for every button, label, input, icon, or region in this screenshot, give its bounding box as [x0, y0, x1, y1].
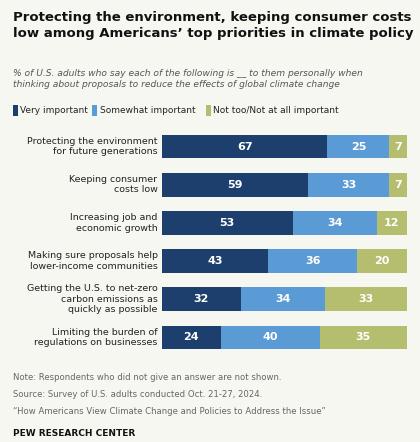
Bar	[389, 173, 407, 197]
Text: 40: 40	[263, 332, 278, 343]
Text: 33: 33	[358, 294, 373, 304]
Text: Note: Respondents who did not give an answer are not shown.: Note: Respondents who did not give an an…	[13, 373, 281, 382]
Bar	[162, 211, 293, 235]
Bar	[162, 173, 308, 197]
Text: Protecting the environment, keeping consumer costs
low among Americans’ top prio: Protecting the environment, keeping cons…	[13, 11, 413, 39]
Bar	[320, 325, 407, 349]
Bar	[241, 287, 325, 311]
Text: 34: 34	[275, 294, 291, 304]
Text: 24: 24	[184, 332, 199, 343]
Text: 35: 35	[356, 332, 371, 343]
Text: “How Americans View Climate Change and Policies to Address the Issue”: “How Americans View Climate Change and P…	[13, 407, 326, 416]
Bar	[325, 287, 407, 311]
Text: PEW RESEARCH CENTER: PEW RESEARCH CENTER	[13, 429, 135, 438]
Text: 7: 7	[394, 141, 402, 152]
Bar	[162, 249, 268, 273]
Text: Not too/Not at all important: Not too/Not at all important	[213, 106, 339, 115]
Text: 20: 20	[374, 256, 390, 266]
Bar	[162, 135, 328, 159]
Text: 12: 12	[384, 218, 399, 228]
Text: Very important: Very important	[20, 106, 88, 115]
Text: 34: 34	[327, 218, 343, 228]
Bar	[328, 135, 389, 159]
Text: 25: 25	[351, 141, 366, 152]
Bar	[268, 249, 357, 273]
Text: 7: 7	[394, 180, 402, 190]
Bar	[162, 325, 221, 349]
Text: 67: 67	[237, 141, 252, 152]
Text: Somewhat important: Somewhat important	[100, 106, 195, 115]
Text: 36: 36	[305, 256, 320, 266]
Bar	[221, 325, 320, 349]
Bar	[389, 135, 407, 159]
Bar	[308, 173, 389, 197]
Text: % of U.S. adults who say each of the following is __ to them personally when
thi: % of U.S. adults who say each of the fol…	[13, 69, 362, 88]
Text: 32: 32	[194, 294, 209, 304]
Text: Source: Survey of U.S. adults conducted Oct. 21-27, 2024.: Source: Survey of U.S. adults conducted …	[13, 390, 262, 399]
Text: 59: 59	[227, 180, 242, 190]
Text: Making sure proposals help
lower-income communities: Making sure proposals help lower-income …	[27, 251, 158, 271]
Text: Keeping consumer
costs low: Keeping consumer costs low	[69, 175, 158, 194]
Text: Limiting the burden of
regulations on businesses: Limiting the burden of regulations on bu…	[34, 328, 158, 347]
Text: 53: 53	[220, 218, 235, 228]
Bar	[357, 249, 407, 273]
Bar	[162, 287, 241, 311]
Bar	[377, 211, 407, 235]
Text: Getting the U.S. to net-zero
carbon emissions as
quickly as possible: Getting the U.S. to net-zero carbon emis…	[27, 284, 158, 314]
Text: Increasing job and
economic growth: Increasing job and economic growth	[70, 213, 158, 232]
Bar	[293, 211, 377, 235]
Text: Protecting the environment
for future generations: Protecting the environment for future ge…	[27, 137, 158, 156]
Text: 43: 43	[207, 256, 223, 266]
Text: 33: 33	[341, 180, 356, 190]
